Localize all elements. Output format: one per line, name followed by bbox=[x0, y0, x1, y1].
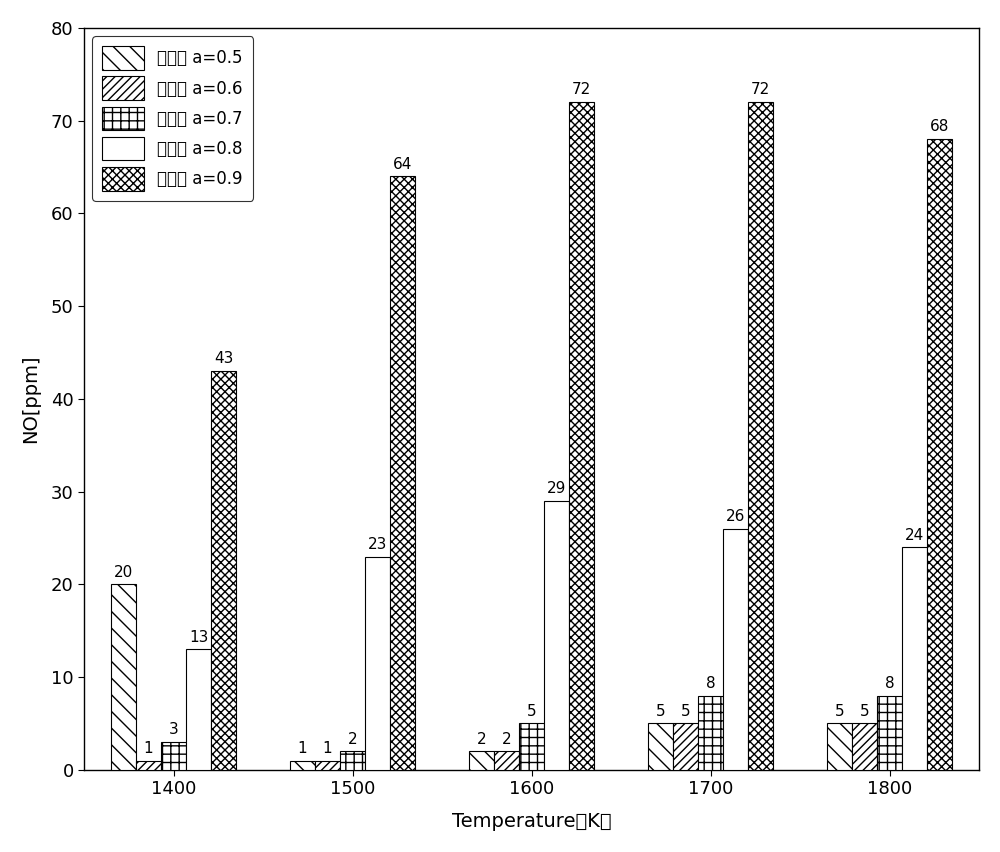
Text: 64: 64 bbox=[393, 157, 412, 171]
Text: 1: 1 bbox=[323, 741, 332, 756]
Bar bbox=[673, 723, 698, 770]
Text: 3: 3 bbox=[169, 722, 178, 737]
Text: 5: 5 bbox=[527, 704, 536, 719]
Bar bbox=[494, 751, 519, 770]
X-axis label: Temperature（K）: Temperature（K） bbox=[452, 812, 611, 832]
Text: 68: 68 bbox=[930, 119, 949, 135]
Text: 5: 5 bbox=[656, 704, 665, 719]
Text: 72: 72 bbox=[751, 83, 770, 97]
Text: 20: 20 bbox=[114, 565, 133, 579]
Bar bbox=[544, 501, 569, 770]
Text: 29: 29 bbox=[547, 481, 566, 496]
Bar bbox=[469, 751, 494, 770]
Text: 26: 26 bbox=[726, 509, 745, 524]
Bar bbox=[748, 102, 773, 770]
Bar bbox=[211, 371, 236, 770]
Text: 1: 1 bbox=[298, 741, 307, 756]
Text: 5: 5 bbox=[860, 704, 869, 719]
Bar bbox=[519, 723, 544, 770]
Bar bbox=[827, 723, 852, 770]
Bar bbox=[365, 556, 390, 770]
Text: 2: 2 bbox=[502, 732, 511, 746]
Bar bbox=[111, 584, 136, 770]
Text: 2: 2 bbox=[477, 732, 486, 746]
Text: 24: 24 bbox=[905, 527, 924, 543]
Text: 2: 2 bbox=[348, 732, 357, 746]
Text: 23: 23 bbox=[368, 537, 387, 552]
Bar bbox=[340, 751, 365, 770]
Text: 43: 43 bbox=[214, 351, 233, 366]
Bar bbox=[927, 139, 952, 770]
Bar bbox=[877, 696, 902, 770]
Text: 72: 72 bbox=[572, 83, 591, 97]
Bar bbox=[186, 649, 211, 770]
Text: 1: 1 bbox=[144, 741, 153, 756]
Bar bbox=[698, 696, 723, 770]
Bar bbox=[852, 723, 877, 770]
Bar bbox=[902, 547, 927, 770]
Bar bbox=[723, 529, 748, 770]
Text: 8: 8 bbox=[706, 676, 715, 691]
Bar bbox=[648, 723, 673, 770]
Bar bbox=[136, 761, 161, 770]
Text: 13: 13 bbox=[189, 630, 208, 645]
Y-axis label: NO[ppm]: NO[ppm] bbox=[21, 354, 40, 443]
Bar bbox=[569, 102, 594, 770]
Bar bbox=[161, 742, 186, 770]
Legend: 主燃区 a=0.5, 主燃区 a=0.6, 主燃区 a=0.7, 主燃区 a=0.8, 主燃区 a=0.9: 主燃区 a=0.5, 主燃区 a=0.6, 主燃区 a=0.7, 主燃区 a=0… bbox=[92, 36, 253, 201]
Text: 5: 5 bbox=[681, 704, 690, 719]
Bar bbox=[315, 761, 340, 770]
Text: 5: 5 bbox=[835, 704, 844, 719]
Text: 8: 8 bbox=[885, 676, 894, 691]
Bar bbox=[290, 761, 315, 770]
Bar bbox=[390, 176, 415, 770]
